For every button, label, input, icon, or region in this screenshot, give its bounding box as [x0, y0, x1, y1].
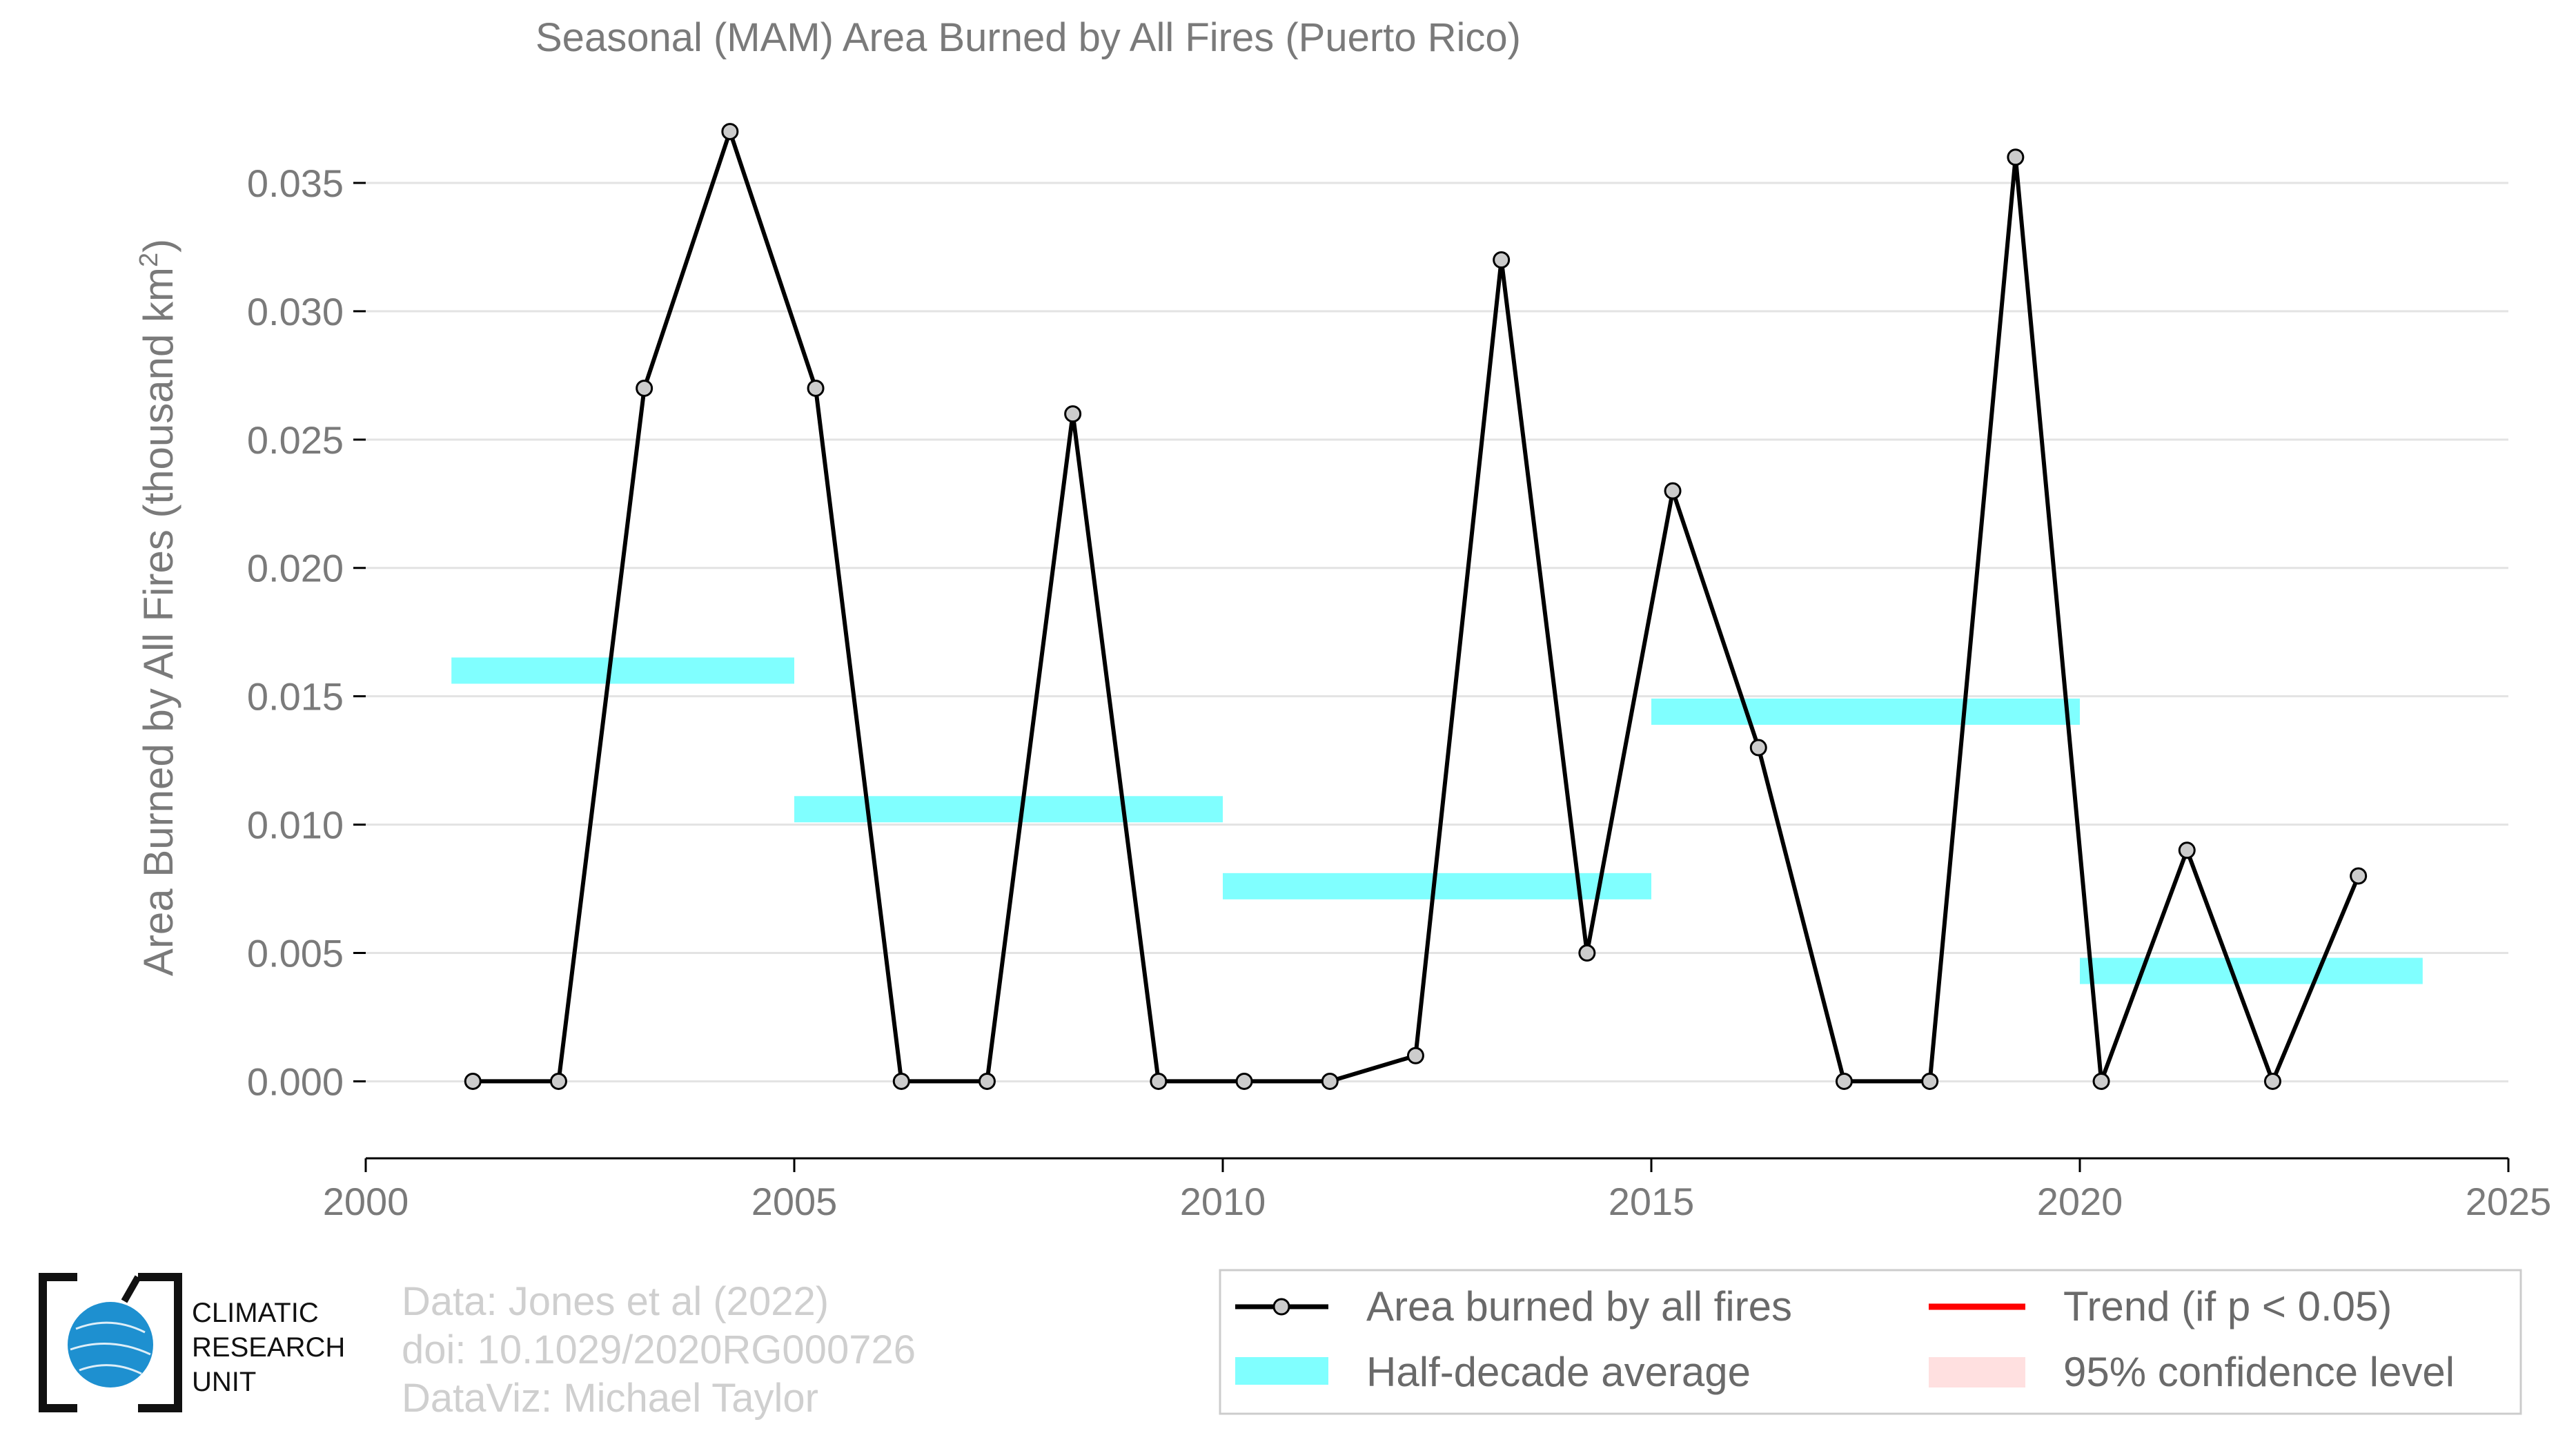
y-tick-label: 0.010	[247, 804, 344, 847]
data-point	[1835, 1072, 1853, 1090]
y-tick-label: 0.015	[247, 675, 344, 719]
data-point	[978, 1072, 996, 1090]
x-ticks: 2000 2005 2010 2015 2020 2025	[323, 1158, 2552, 1223]
series-line	[473, 125, 2361, 1087]
data-point	[1150, 1072, 1168, 1090]
logo-text-research: RESEARCH	[192, 1332, 345, 1363]
legend-swatch-confidence	[1929, 1357, 2025, 1387]
y-tick-label: 0.035	[247, 162, 344, 205]
legend-marker-area-burned	[1272, 1298, 1290, 1316]
y-axis-label-close: )	[135, 239, 181, 253]
half-decade-band	[2080, 957, 2423, 984]
legend-frame	[1219, 1269, 2522, 1415]
half-decade-band	[1223, 873, 1651, 899]
logo-bracket-left	[39, 1273, 77, 1412]
y-tick-label: 0.005	[247, 932, 344, 975]
data-point	[721, 123, 739, 141]
half-decade-bands	[451, 657, 2423, 984]
data-point	[1406, 1046, 1424, 1064]
y-tick-label: 0.000	[247, 1060, 344, 1103]
y-axis-label: Area Burned by All Fires (thousand km2)	[135, 239, 181, 976]
data-point	[2092, 1072, 2110, 1090]
data-point	[1235, 1072, 1253, 1090]
logo-slash	[121, 1275, 141, 1303]
data-point	[2178, 841, 2196, 859]
data-point	[636, 379, 653, 397]
data-point	[1493, 251, 1511, 269]
data-point	[549, 1072, 567, 1090]
y-tick-label: 0.030	[247, 290, 344, 333]
legend-label-area-burned: Area burned by all fires	[1366, 1283, 1792, 1330]
data-point	[1664, 482, 1682, 500]
data-point	[2007, 148, 2025, 166]
data-point	[2263, 1072, 2281, 1090]
data-point	[1321, 1072, 1339, 1090]
y-grid	[353, 182, 2508, 1082]
x-tick-label: 2025	[2466, 1180, 2552, 1223]
half-decade-band	[1651, 698, 2080, 725]
y-axis-label-superscript: 2	[135, 253, 164, 267]
legend-swatch-half-decade	[1235, 1357, 1328, 1385]
x-tick-label: 2010	[1180, 1180, 1266, 1223]
credit-dataviz: DataViz: Michael Taylor	[402, 1376, 818, 1421]
data-point	[807, 379, 825, 397]
logo-text-climatic: CLIMATIC	[192, 1298, 319, 1328]
data-point	[1749, 739, 1767, 757]
x-tick-label: 2020	[2037, 1180, 2123, 1223]
legend-label-half-decade: Half-decade average	[1366, 1349, 1751, 1395]
logo-text-unit: UNIT	[192, 1367, 256, 1397]
credit-doi: doi: 10.1029/2020RG000726	[402, 1327, 916, 1372]
legend-label-confidence: 95% confidence level	[2063, 1349, 2455, 1395]
credit-data: Data: Jones et al (2022)	[402, 1279, 829, 1324]
globe-swirl	[70, 1321, 151, 1375]
half-decade-band	[451, 657, 794, 684]
data-point	[892, 1072, 910, 1090]
data-point	[2350, 867, 2368, 885]
legend-label-trend: Trend (if p < 0.05)	[2063, 1283, 2392, 1330]
x-tick-label: 2005	[751, 1180, 838, 1223]
y-axis-label-main: Area Burned by All Fires (thousand km	[135, 267, 181, 976]
y-tick-labels: 0.000 0.005 0.010 0.015 0.020 0.025 0.030 0.035	[247, 162, 344, 1103]
half-decade-band	[794, 796, 1223, 823]
logo-bracket-right	[138, 1273, 182, 1412]
chart-title: Seasonal (MAM) Area Burned by All Fires …	[535, 15, 1521, 60]
data-point	[1578, 944, 1596, 962]
x-tick-label: 2000	[323, 1180, 409, 1223]
x-tick-label: 2015	[1609, 1180, 1695, 1223]
data-point	[1921, 1072, 1939, 1090]
legend: Area burned by all fires Trend (if p < 0…	[1219, 1269, 2522, 1415]
cru-logo: CLIMATIC RESEARCH UNIT	[39, 1273, 345, 1412]
y-tick-label: 0.020	[247, 547, 344, 590]
y-tick-label: 0.025	[247, 418, 344, 462]
data-point	[1064, 405, 1082, 423]
series-area-burned	[464, 123, 2368, 1090]
data-point	[464, 1072, 482, 1090]
